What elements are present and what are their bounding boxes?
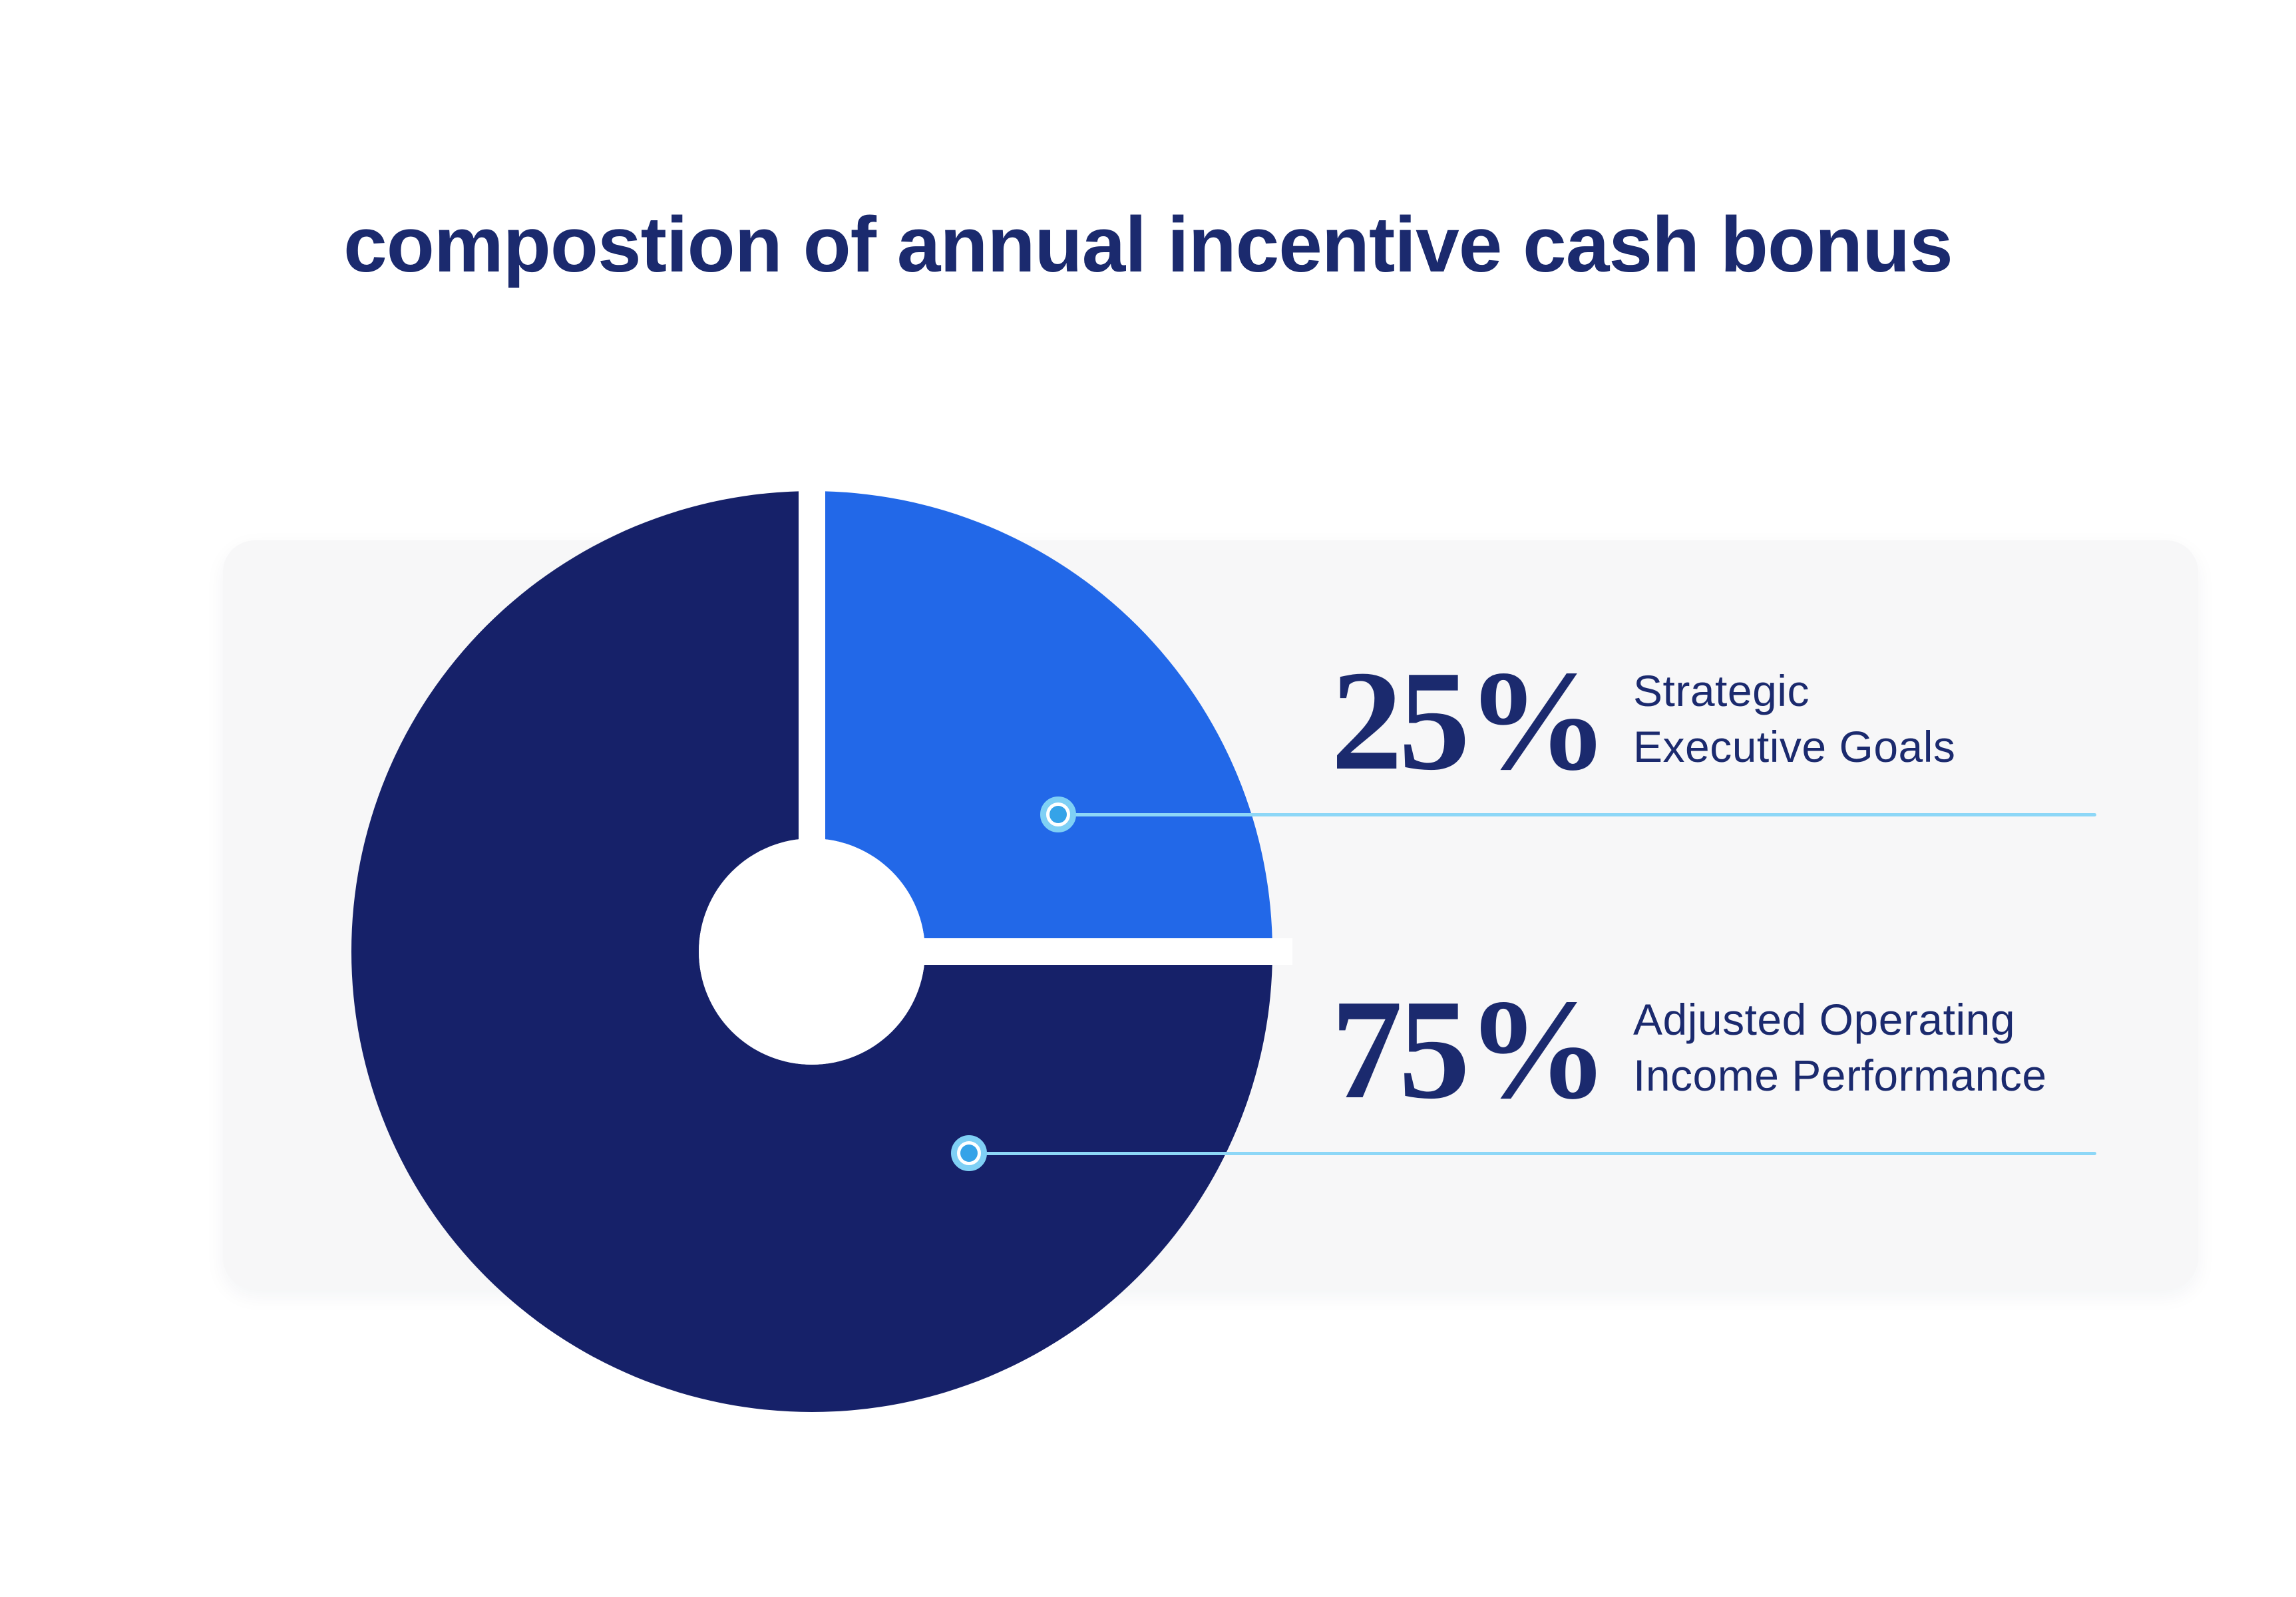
percent-value-25: 25% (1331, 641, 1609, 800)
page-title: compostion of annual incentive cash bonu… (343, 201, 1953, 289)
callout-label-25: Strategic Executive Goals (1633, 649, 1955, 775)
callout-group-75: 75% Adjusted Operating Income Performanc… (1331, 977, 2047, 1121)
donut-slice (812, 491, 1272, 952)
marker-dot-icon (960, 1145, 978, 1162)
callout-label-line: Executive Goals (1633, 721, 1956, 771)
callout-label-75: Adjusted Operating Income Performance (1633, 977, 2047, 1104)
donut-chart-svg (351, 471, 1292, 1412)
donut-hole (699, 838, 925, 1065)
callout-label-line: Strategic (1633, 666, 1810, 715)
callout-marker-25 (1040, 797, 1076, 832)
callout-label-line: Income Performance (1633, 1050, 2047, 1100)
callout-group-25: 25% Strategic Executive Goals (1331, 649, 1955, 792)
callout-line-25 (1058, 813, 2096, 816)
callout-label-line: Adjusted Operating (1633, 995, 2016, 1044)
percent-value-75: 75% (1331, 970, 1609, 1129)
callout-marker-75 (951, 1135, 987, 1171)
callout-line-75 (969, 1152, 2096, 1155)
marker-dot-icon (1050, 806, 1067, 823)
donut-slice (351, 491, 1272, 1412)
donut-chart (286, 426, 1338, 1477)
